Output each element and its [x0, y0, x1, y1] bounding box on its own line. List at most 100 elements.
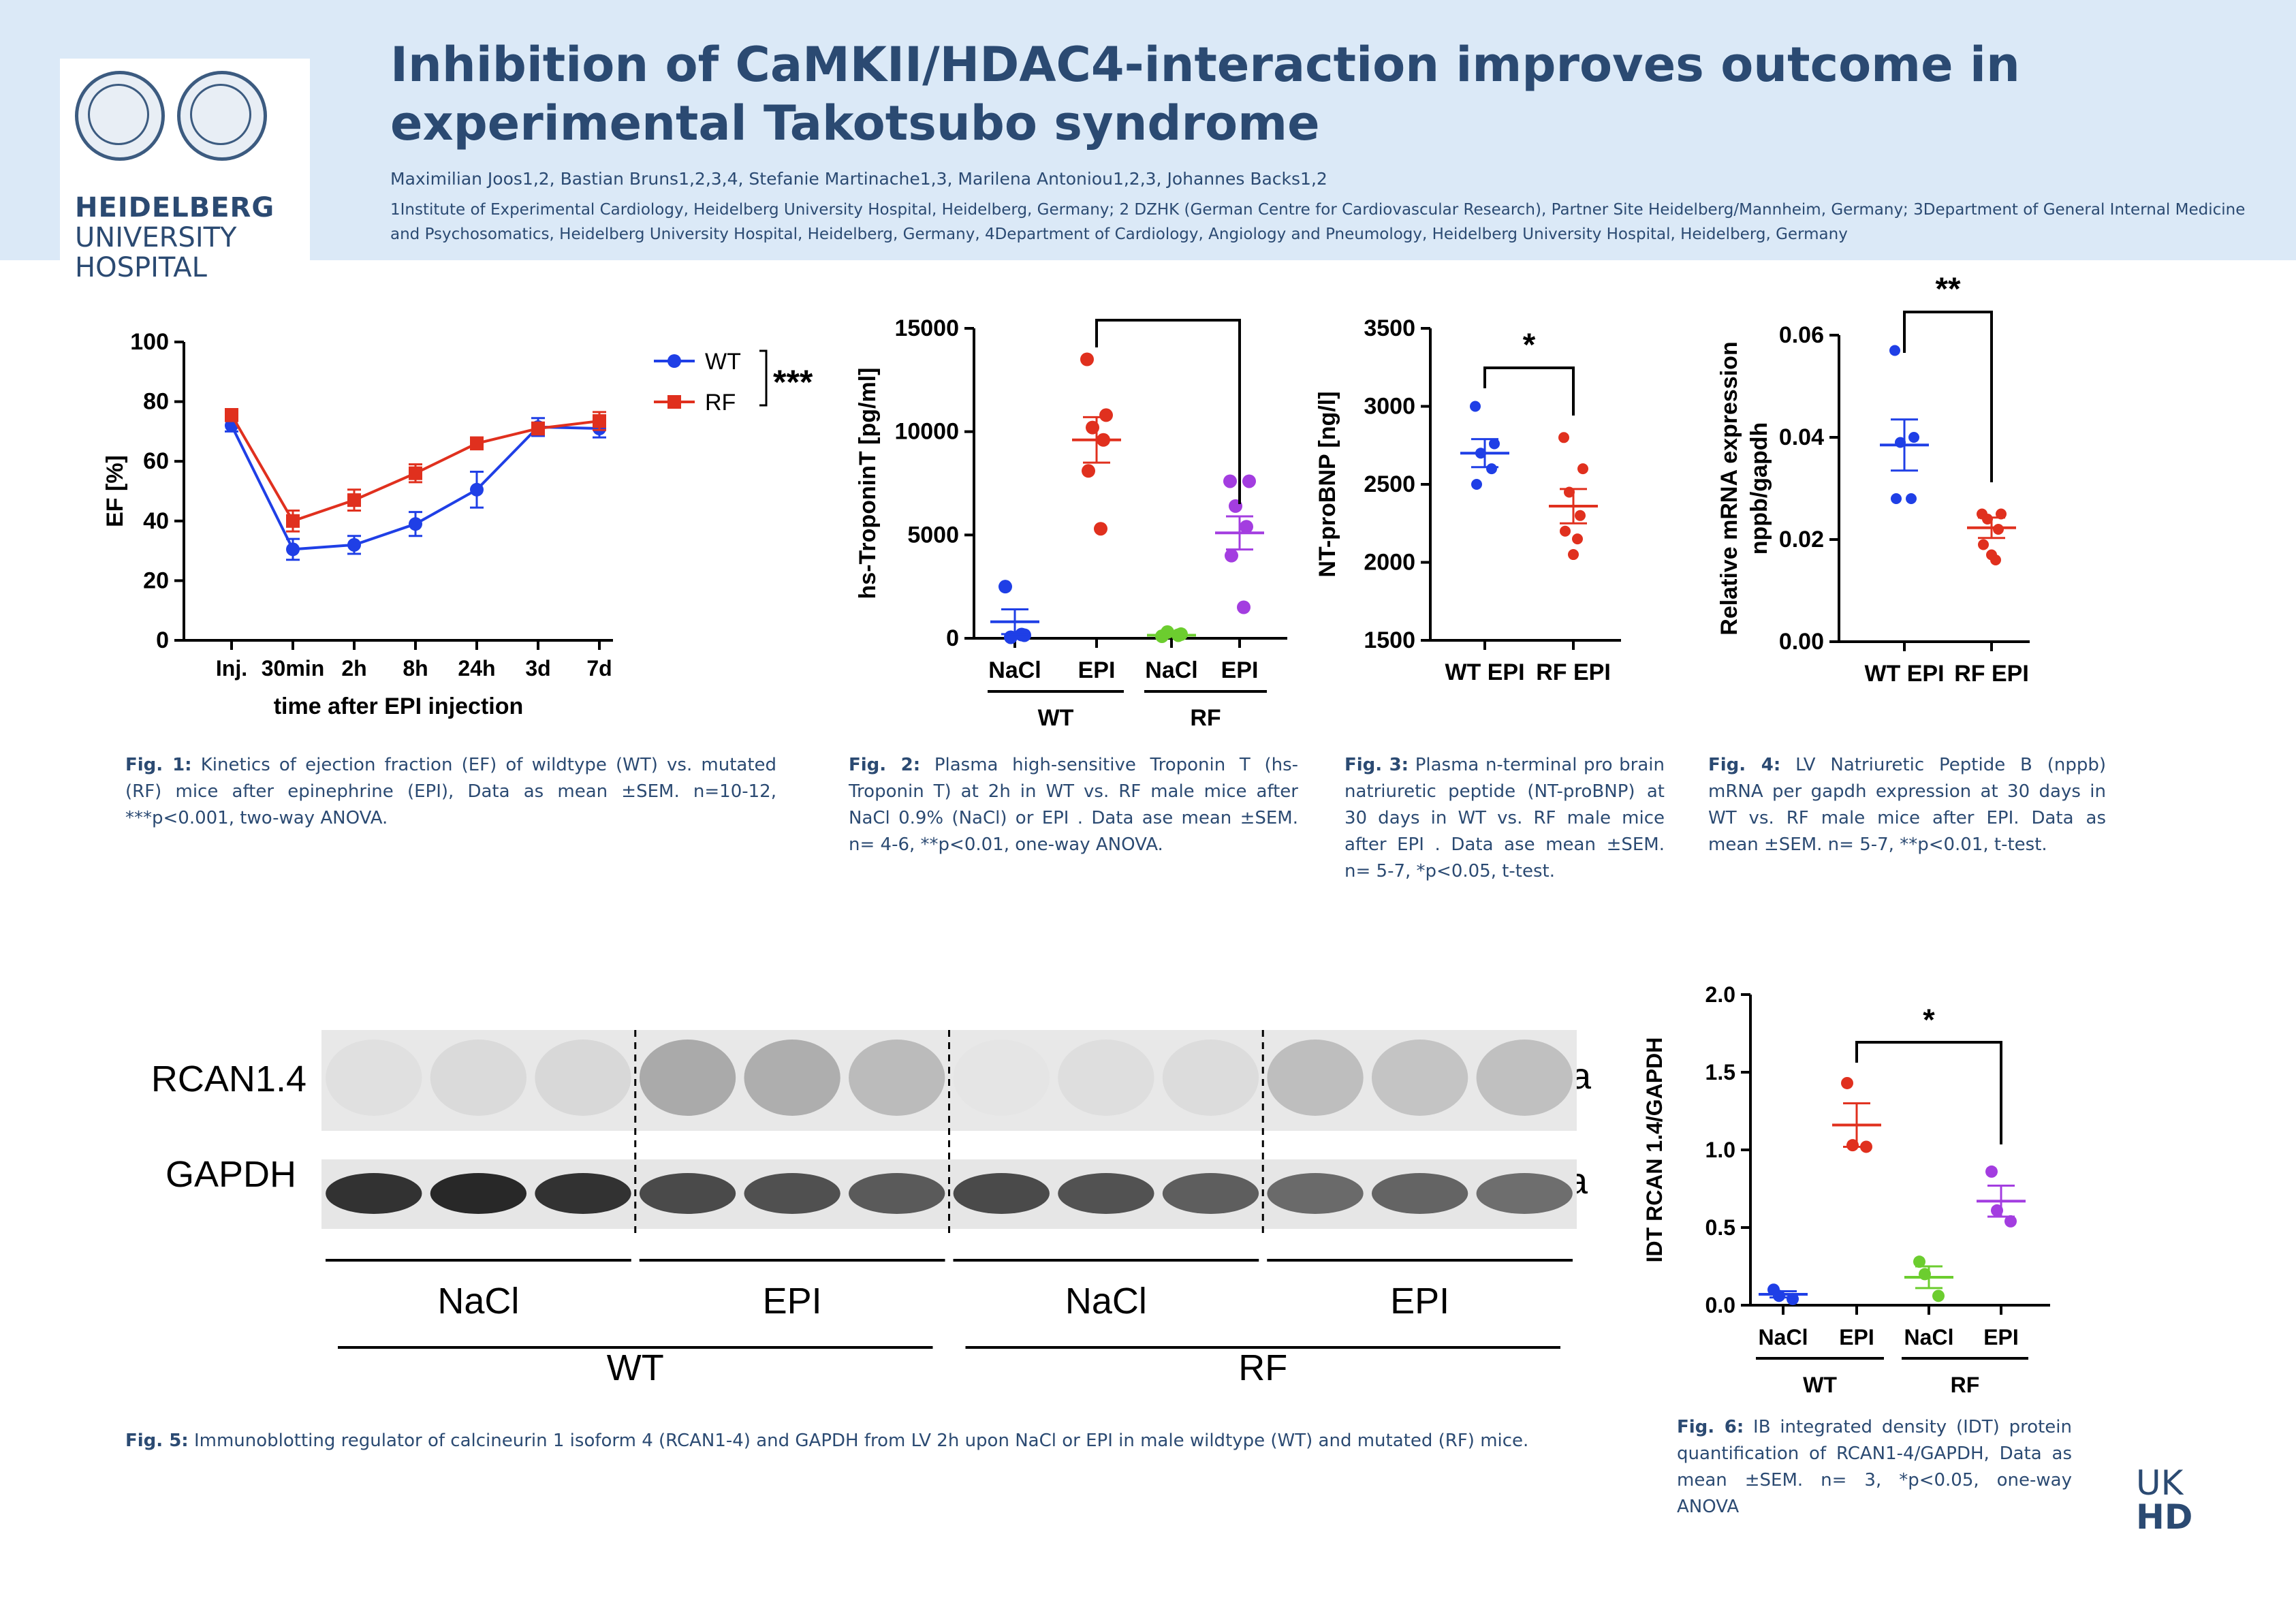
fig4-caption-label: Fig. 4:	[1708, 755, 1781, 775]
y-tick-label: 10000	[894, 419, 959, 445]
data-point	[1099, 408, 1113, 422]
data-point	[1978, 539, 1989, 550]
y-tick-label: 100	[130, 329, 169, 355]
group-label: WT	[1803, 1373, 1837, 1397]
legend-label: RF	[705, 390, 736, 416]
rcan-band	[326, 1040, 422, 1116]
fig1-caption-text: Kinetics of ejection fraction (EF) of wi…	[125, 755, 777, 828]
significance-label: **	[1935, 272, 1961, 307]
header-band	[0, 0, 2296, 260]
ukhd-logo: UK HD	[2136, 1466, 2192, 1534]
fig3-ntprobnp-scatter: 1500 2000 2500 3000 3500 NT-proBNP [ng/l] WT E…	[1315, 315, 1621, 685]
fig1-caption-label: Fig. 1:	[125, 755, 192, 775]
data-point	[1240, 520, 1253, 534]
fig6-rcan-scatter: 0.0 0.5 1.0 1.5 2.0 IDT RCAN 1.4/GAPDH NaCl EPI…	[1642, 982, 2050, 1397]
rcan-band	[1267, 1040, 1364, 1116]
y-tick-label: 2500	[1364, 471, 1415, 497]
data-point	[1575, 510, 1586, 521]
x-tick-label: 3d	[525, 656, 550, 681]
gapdh-band	[1162, 1173, 1259, 1214]
fig2-caption-label: Fig. 2:	[849, 755, 921, 775]
fig5-caption-text: Immunoblotting regulator of calcineurin …	[193, 1431, 1529, 1451]
y-tick-label: 0.06	[1779, 322, 1824, 348]
x-tick-label: RF EPI	[1536, 659, 1611, 685]
data-point	[1986, 549, 1997, 561]
y-axis-label: IDT RCAN 1.4/GAPDH	[1642, 1037, 1667, 1263]
data-point	[1889, 345, 1900, 356]
significance-bracket	[1483, 366, 1575, 416]
logo-line-3: HOSPITAL	[75, 252, 207, 283]
fig5-western-blot: RCAN1.4GAPDH26kDa35kDaNaClEPINaClEPIWTRF	[151, 1030, 1592, 1388]
gapdh-band	[1058, 1173, 1154, 1214]
x-axis-label: time after EPI injection	[274, 693, 524, 719]
data-point	[1572, 533, 1583, 545]
y-tick-label: 3000	[1364, 394, 1415, 420]
significance-label: *	[1923, 1003, 1935, 1037]
lane-label: EPI	[763, 1281, 822, 1322]
y-tick-label: 0.04	[1779, 424, 1824, 450]
data-point-WT	[286, 542, 300, 557]
x-tick-label: NaCl	[1904, 1325, 1954, 1349]
data-point	[1906, 493, 1917, 504]
y-tick-label: 40	[143, 508, 169, 534]
y-tick-label: 1.0	[1705, 1138, 1735, 1162]
rcan-band	[744, 1040, 840, 1116]
data-point-RF	[347, 493, 361, 507]
y-tick-label: 0.00	[1779, 629, 1824, 655]
y-tick-label: 1500	[1364, 627, 1415, 653]
data-point	[1242, 474, 1256, 488]
university-logo: HEIDELBERG UNIVERSITY HOSPITAL	[60, 59, 310, 283]
x-tick-label: EPI	[1839, 1325, 1874, 1349]
fig2-caption: Fig. 2: Plasma high-sensitive Troponin T…	[849, 752, 1298, 858]
rcan-band	[1371, 1040, 1468, 1116]
genotype-label: RF	[1238, 1347, 1287, 1388]
data-point-WT	[347, 537, 361, 552]
data-point	[998, 580, 1012, 594]
rcan-band	[430, 1040, 527, 1116]
group-label: WT	[1038, 705, 1074, 731]
x-tick-label: NaCl	[1145, 657, 1197, 683]
data-point	[1094, 522, 1107, 536]
data-point	[1489, 438, 1500, 450]
blot-row-label-gapdh: GAPDH	[166, 1154, 296, 1195]
poster-title: Inhibition of CaMKII/HDAC4-interaction i…	[390, 37, 2020, 151]
data-point-RF	[409, 466, 422, 480]
data-point	[1225, 548, 1238, 563]
fig5-caption: Fig. 5: Immunoblotting regulator of calc…	[125, 1428, 1556, 1454]
affiliations: 1Institute of Experimental Cardiology, H…	[390, 201, 2246, 243]
logo-line-2: UNIVERSITY	[75, 222, 237, 253]
legend-marker	[667, 395, 681, 409]
significance-label: ***	[773, 363, 813, 401]
y-axis-label: Relative mRNA expression	[1716, 341, 1742, 635]
significance-bracket	[759, 349, 768, 407]
lane-label: NaCl	[1065, 1281, 1147, 1322]
y-axis-label: nppb/gapdh	[1746, 422, 1772, 555]
gapdh-band	[326, 1173, 422, 1214]
x-tick-label: 30min	[262, 656, 324, 681]
gapdh-band	[1371, 1173, 1468, 1214]
gapdh-band	[639, 1173, 736, 1214]
y-tick-label: 5000	[907, 522, 959, 548]
significance-bracket	[1855, 1041, 2002, 1144]
y-tick-label: 20	[143, 567, 169, 593]
group-label: RF	[1951, 1373, 1980, 1397]
x-tick-label: 24h	[458, 656, 495, 681]
data-point	[1560, 525, 1571, 537]
x-tick-label: WT EPI	[1864, 661, 1944, 687]
y-axis-label: EF [%]	[102, 455, 128, 527]
fig3-caption-text: Plasma n-terminal pro brain natriuretic …	[1344, 755, 1665, 881]
gapdh-band	[1476, 1173, 1573, 1214]
gapdh-band	[744, 1173, 840, 1214]
y-tick-label: 0	[156, 627, 169, 653]
fig6-caption-label: Fig. 6:	[1677, 1417, 1744, 1437]
data-point	[1985, 1165, 1998, 1178]
data-point	[1891, 493, 1902, 504]
fig3-caption-label: Fig. 3:	[1344, 755, 1409, 775]
rcan-band	[953, 1040, 1050, 1116]
y-tick-label: 0.5	[1705, 1215, 1735, 1240]
gapdh-band	[1267, 1173, 1364, 1214]
y-tick-label: 1.5	[1705, 1060, 1735, 1084]
rcan-band	[535, 1040, 631, 1116]
data-point	[1486, 463, 1497, 475]
data-point	[2004, 1215, 2017, 1228]
